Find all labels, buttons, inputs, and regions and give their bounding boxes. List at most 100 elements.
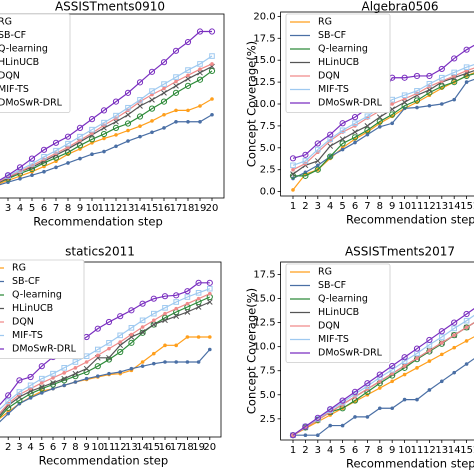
point — [340, 423, 345, 428]
point — [210, 62, 214, 66]
point — [198, 67, 202, 71]
point — [427, 388, 432, 392]
x-tick-label: 3 — [16, 442, 22, 453]
point — [289, 155, 297, 162]
point — [390, 379, 395, 384]
point — [129, 366, 134, 371]
point — [184, 38, 192, 46]
point — [464, 362, 469, 366]
point — [184, 294, 191, 300]
point — [106, 340, 112, 346]
point — [117, 348, 124, 356]
point — [289, 172, 297, 179]
point — [173, 299, 179, 305]
point — [186, 108, 190, 113]
chart: ASSISTments0910 Recommendation step12 3456… — [0, 0, 225, 229]
point — [364, 113, 371, 120]
point — [401, 92, 408, 99]
point — [327, 153, 334, 160]
x-tick-label: 16 — [159, 442, 172, 453]
legend-label: MIF-TS — [318, 334, 349, 345]
x-tick-label: 5 — [339, 445, 345, 456]
point — [303, 433, 308, 437]
point — [50, 370, 56, 377]
point — [353, 415, 357, 419]
series-line — [0, 349, 211, 423]
point — [464, 339, 469, 343]
point — [139, 300, 146, 307]
point — [5, 398, 11, 404]
point — [389, 111, 396, 118]
point — [64, 133, 72, 140]
point — [389, 366, 395, 373]
series-line — [0, 301, 211, 417]
x-tick-label: 17 — [170, 442, 183, 453]
point — [316, 433, 320, 437]
point — [353, 394, 357, 399]
legend-box — [285, 263, 391, 363]
point — [42, 169, 46, 174]
x-tick-label: 6 — [352, 445, 358, 456]
point — [185, 67, 191, 73]
point — [152, 318, 156, 323]
point — [77, 133, 83, 140]
point — [340, 147, 345, 152]
point — [315, 146, 321, 153]
point — [105, 356, 113, 363]
x-tick-label: 10 — [398, 201, 411, 212]
point — [102, 149, 106, 154]
x-tick-label: 9 — [389, 445, 395, 456]
legend-label: RG — [0, 17, 12, 28]
point — [140, 360, 145, 364]
point — [415, 397, 419, 402]
point — [440, 341, 444, 345]
x-tick-label: 4 — [327, 445, 333, 456]
legend-label: DMoSwR-DRL — [318, 348, 383, 359]
point — [174, 108, 178, 113]
point — [65, 140, 71, 147]
legend-label: RG — [318, 17, 332, 28]
point — [184, 82, 192, 89]
point — [61, 377, 68, 384]
point — [137, 103, 143, 109]
point — [4, 172, 12, 179]
x-tick-label: 2 — [302, 445, 308, 456]
point — [150, 321, 157, 328]
series-line — [293, 358, 474, 436]
point — [96, 374, 100, 378]
x-axis-label: Recommendation step — [346, 213, 474, 227]
point — [38, 363, 45, 370]
y-tick-label: 12.5 — [253, 77, 275, 88]
x-tick-label: 6 — [50, 442, 56, 453]
point — [117, 332, 124, 339]
point — [94, 363, 101, 370]
legend-label: SB-CF — [318, 30, 346, 41]
point — [185, 335, 190, 339]
point — [126, 128, 130, 133]
y-tick-label: 10.0 — [253, 99, 275, 110]
x-tick-label: 7 — [364, 445, 370, 456]
x-tick-label: 4 — [327, 201, 333, 212]
point — [291, 167, 295, 172]
point — [438, 328, 445, 335]
legend-label: Q-learning — [0, 44, 48, 55]
point — [163, 360, 167, 364]
legend-label: HLinUCB — [318, 307, 359, 318]
legend-label: DMoSwR-DRL — [0, 98, 63, 109]
point — [195, 279, 202, 286]
point — [463, 324, 470, 331]
legend-label: Q-learning — [318, 44, 368, 55]
point — [451, 319, 458, 326]
point — [184, 309, 191, 315]
point — [314, 166, 321, 173]
point — [107, 371, 111, 376]
point — [413, 97, 421, 104]
x-tick-label: 20 — [206, 203, 219, 214]
point — [30, 173, 34, 178]
point — [185, 360, 190, 364]
point — [102, 136, 106, 141]
point — [378, 386, 382, 390]
point — [172, 47, 180, 54]
point — [365, 415, 370, 419]
